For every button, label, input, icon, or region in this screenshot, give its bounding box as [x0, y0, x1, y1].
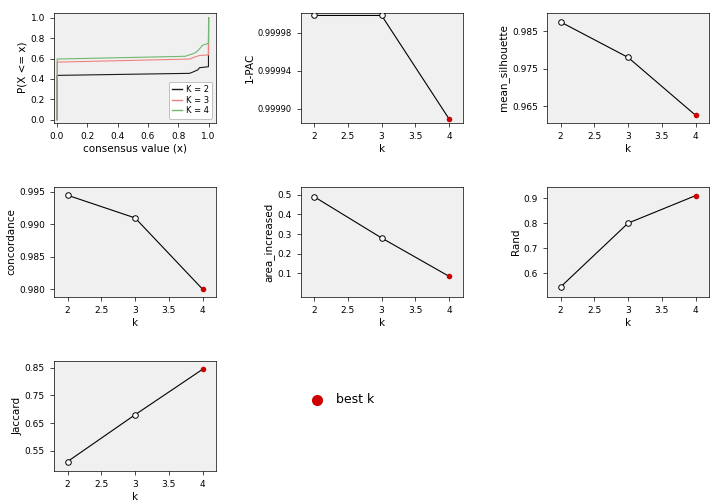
Y-axis label: 1-PAC: 1-PAC: [245, 52, 254, 83]
Y-axis label: P(X <= x): P(X <= x): [18, 42, 28, 93]
X-axis label: k: k: [379, 144, 384, 154]
X-axis label: k: k: [132, 492, 138, 502]
Y-axis label: Jaccard: Jaccard: [12, 397, 22, 435]
Y-axis label: Rand: Rand: [511, 229, 521, 255]
X-axis label: consensus value (x): consensus value (x): [83, 144, 187, 154]
Legend: K = 2, K = 3, K = 4: K = 2, K = 3, K = 4: [169, 82, 212, 118]
Y-axis label: mean_silhouette: mean_silhouette: [498, 24, 509, 111]
Y-axis label: concordance: concordance: [6, 209, 17, 275]
X-axis label: k: k: [625, 144, 631, 154]
Text: best k: best k: [336, 393, 374, 406]
X-axis label: k: k: [132, 318, 138, 328]
X-axis label: k: k: [379, 318, 384, 328]
X-axis label: k: k: [625, 318, 631, 328]
Y-axis label: area_increased: area_increased: [264, 202, 274, 282]
